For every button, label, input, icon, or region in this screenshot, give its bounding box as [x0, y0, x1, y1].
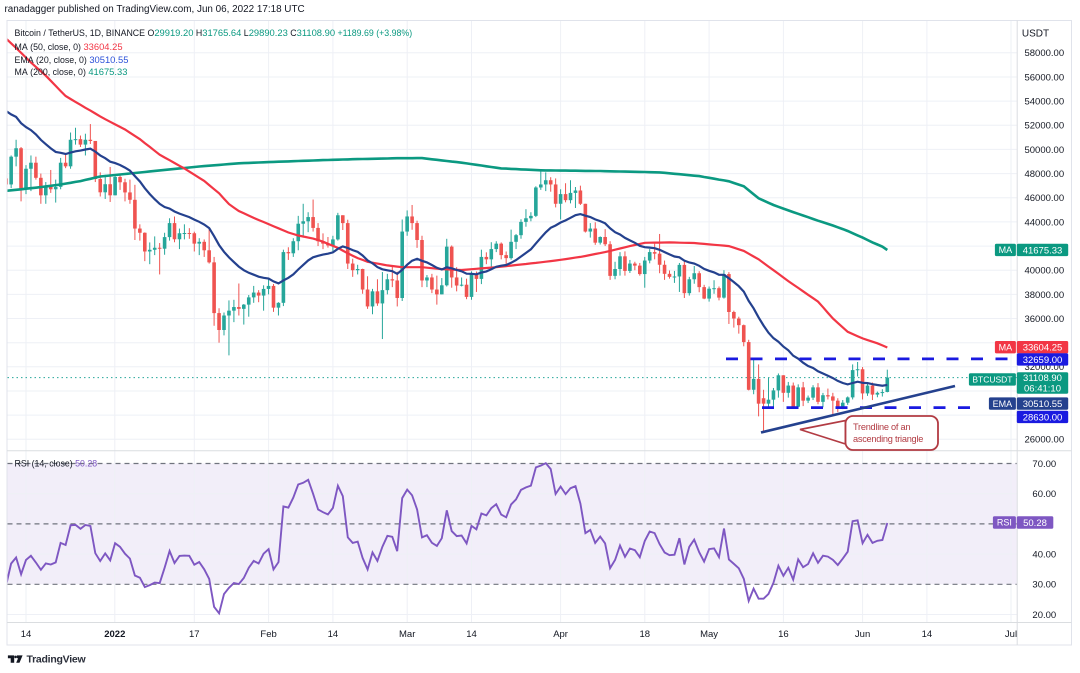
svg-text:41675.33: 41675.33: [1023, 245, 1063, 256]
svg-text:30.00: 30.00: [1032, 580, 1056, 591]
svg-text:ranadagger published on Tradin: ranadagger published on TradingView.com,…: [5, 4, 305, 15]
svg-text:17: 17: [189, 629, 200, 640]
svg-text:May: May: [700, 629, 718, 640]
svg-text:14: 14: [21, 629, 32, 640]
svg-text:36000.00: 36000.00: [1024, 314, 1064, 325]
svg-text:RSI (14, close) 50.28: RSI (14, close) 50.28: [15, 459, 98, 469]
svg-text:16: 16: [778, 629, 789, 640]
svg-text:44000.00: 44000.00: [1024, 217, 1064, 228]
svg-text:31108.90: 31108.90: [1023, 373, 1062, 384]
svg-text:60.00: 60.00: [1032, 489, 1056, 500]
svg-text:Mar: Mar: [399, 629, 415, 640]
svg-text:Trendline of an: Trendline of an: [853, 422, 910, 432]
svg-text:Jul: Jul: [1005, 629, 1017, 640]
svg-text:32659.00: 32659.00: [1023, 355, 1063, 366]
svg-text:40.00: 40.00: [1032, 550, 1056, 561]
svg-text:54000.00: 54000.00: [1024, 97, 1064, 108]
svg-text:26000.00: 26000.00: [1024, 435, 1064, 446]
svg-text:30510.55: 30510.55: [1023, 399, 1063, 410]
svg-text:MA (200, close, 0) 41675.33: MA (200, close, 0) 41675.33: [15, 66, 128, 77]
svg-text:14: 14: [922, 629, 933, 640]
svg-text:MA (50, close, 0) 33604.25: MA (50, close, 0) 33604.25: [15, 41, 123, 52]
svg-text:Apr: Apr: [553, 629, 568, 640]
svg-text:38000.00: 38000.00: [1024, 290, 1064, 301]
svg-text:70.00: 70.00: [1032, 459, 1056, 470]
svg-text:50.28: 50.28: [1023, 518, 1047, 529]
svg-text:USDT: USDT: [1022, 28, 1049, 39]
svg-text:RSI: RSI: [997, 518, 1012, 528]
svg-text:52000.00: 52000.00: [1024, 121, 1064, 132]
svg-text:Jun: Jun: [855, 629, 870, 640]
svg-text:Feb: Feb: [260, 629, 276, 640]
svg-text:50000.00: 50000.00: [1024, 145, 1064, 156]
svg-text:EMA (20, close, 0) 30510.55: EMA (20, close, 0) 30510.55: [15, 54, 129, 65]
svg-text:28630.00: 28630.00: [1023, 412, 1063, 423]
svg-text:20.00: 20.00: [1032, 610, 1056, 621]
svg-text:14: 14: [328, 629, 339, 640]
svg-text:BTCUSDT: BTCUSDT: [972, 375, 1012, 385]
svg-text:06:41:10: 06:41:10: [1024, 383, 1061, 394]
svg-text:MA: MA: [999, 245, 1013, 255]
svg-text:2022: 2022: [104, 629, 125, 640]
svg-text:14: 14: [466, 629, 477, 640]
svg-text:TradingView: TradingView: [27, 654, 87, 666]
svg-text:MA: MA: [999, 342, 1013, 352]
svg-text:ascending triangle: ascending triangle: [853, 434, 923, 444]
svg-text:40000.00: 40000.00: [1024, 266, 1064, 277]
svg-text:58000.00: 58000.00: [1024, 48, 1064, 59]
svg-text:56000.00: 56000.00: [1024, 72, 1064, 83]
svg-text:48000.00: 48000.00: [1024, 169, 1064, 180]
svg-text:33604.25: 33604.25: [1023, 343, 1063, 354]
svg-text:46000.00: 46000.00: [1024, 193, 1064, 204]
svg-text:EMA: EMA: [993, 399, 1013, 409]
svg-text:Bitcoin / TetherUS, 1D, BINANC: Bitcoin / TetherUS, 1D, BINANCE O29919.2…: [15, 27, 413, 38]
svg-text:18: 18: [640, 629, 651, 640]
svg-text:32000.00: 32000.00: [1024, 362, 1064, 373]
